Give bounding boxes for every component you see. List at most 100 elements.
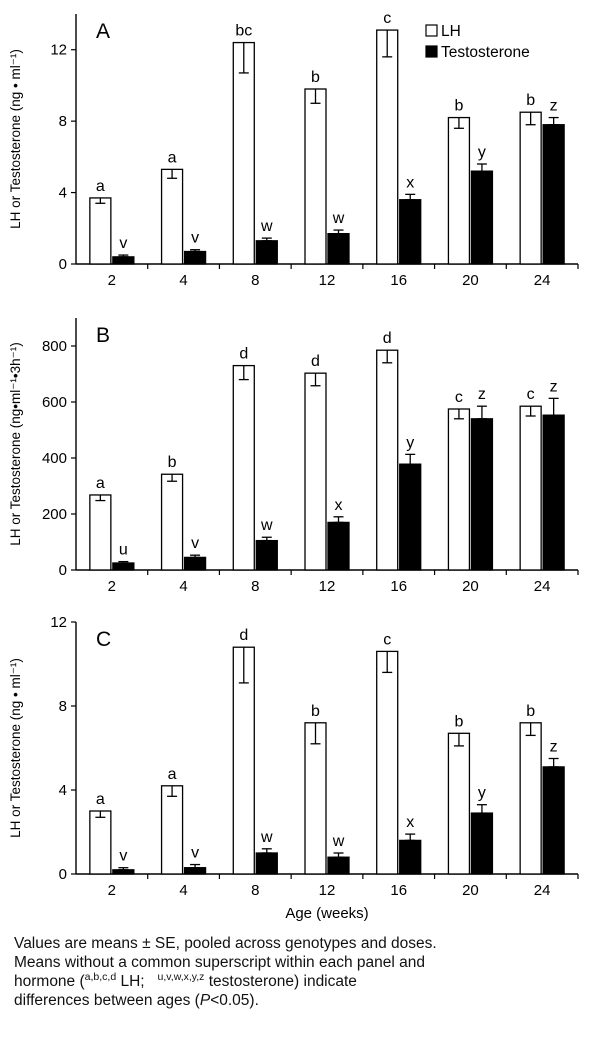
x-tick-label: 16 <box>390 578 407 595</box>
lh-bar <box>304 372 327 571</box>
lh-significance-letter: b <box>168 454 177 471</box>
y-tick-label: 0 <box>59 256 67 273</box>
caption-text: LH; <box>116 973 145 990</box>
x-tick-label: 16 <box>390 272 407 289</box>
panel-label: A <box>96 20 110 43</box>
caption-line-2: Means without a common superscript withi… <box>14 954 425 971</box>
x-tick-label: 4 <box>179 578 187 595</box>
x-axis-title: Age (weeks) <box>285 905 368 922</box>
testosterone-significance-letter: v <box>191 845 199 862</box>
x-tick-label: 12 <box>319 882 336 899</box>
lh-significance-letter: a <box>168 149 177 166</box>
lh-bar <box>232 41 255 265</box>
testosterone-significance-letter: v <box>119 848 127 865</box>
testosterone-bar <box>112 256 135 265</box>
lh-significance-letter: d <box>311 353 320 370</box>
testosterone-significance-letter: v <box>191 230 199 247</box>
testosterone-bar <box>542 766 565 875</box>
y-tick-label: 0 <box>59 562 67 579</box>
lh-significance-letter: a <box>96 178 105 195</box>
x-tick-label: 4 <box>179 272 187 289</box>
testosterone-bar <box>255 240 278 265</box>
lh-significance-letter: d <box>239 346 248 363</box>
y-tick-label: 400 <box>42 450 67 467</box>
x-tick-label: 8 <box>251 578 259 595</box>
caption-line-3: hormone (a,b,c,d LH; u,v,w,x,y,z testost… <box>14 972 576 991</box>
testosterone-significance-letter: w <box>260 218 273 235</box>
lh-bar <box>89 494 112 571</box>
lh-significance-letter: d <box>383 330 392 347</box>
y-axis-title: LH or Testosterone (ng • ml⁻¹) <box>8 658 23 838</box>
lh-bar <box>89 810 112 875</box>
testosterone-bar <box>399 839 422 875</box>
y-tick-label: 12 <box>50 614 67 631</box>
lh-significance-letter: b <box>454 713 463 730</box>
testosterone-bar <box>112 562 135 571</box>
x-tick-label: 12 <box>319 578 336 595</box>
testosterone-bar <box>327 856 350 875</box>
lh-significance-letter: a <box>168 766 177 783</box>
caption-text: <0.05). <box>210 992 259 1009</box>
lh-significance-letter: b <box>454 98 463 115</box>
testosterone-bar <box>327 232 350 265</box>
lh-significance-letter: a <box>96 791 105 808</box>
x-tick-label: 2 <box>108 272 116 289</box>
testosterone-bar <box>327 521 350 571</box>
x-tick-label: 20 <box>462 272 479 289</box>
lh-significance-letter: b <box>311 69 320 86</box>
y-tick-label: 600 <box>42 394 67 411</box>
figure: 0 4 8 12 LH or Testosterone (ng • ml⁻¹) A 2 4 8 1… <box>8 10 579 922</box>
caption-p-symbol: P <box>199 992 211 1009</box>
legend-swatch-testosterone <box>425 45 438 58</box>
y-tick-label: 4 <box>59 782 67 799</box>
x-tick-label: 2 <box>108 882 116 899</box>
lh-significance-letter: a <box>96 475 105 492</box>
x-tick-label: 4 <box>179 882 187 899</box>
x-tick-label: 8 <box>251 272 259 289</box>
legend-label: LH <box>441 23 461 40</box>
y-tick-label: 12 <box>50 42 67 59</box>
caption-text: differences between ages ( <box>14 992 200 1009</box>
y-tick-label: 800 <box>42 338 67 355</box>
caption-superscript-lh: a,b,c,d <box>84 970 117 983</box>
x-tick-label: 20 <box>462 578 479 595</box>
panel-label: B <box>96 324 110 347</box>
lh-bar <box>89 197 112 265</box>
testosterone-bar <box>183 867 207 875</box>
testosterone-significance-letter: v <box>119 235 127 252</box>
testosterone-significance-letter: w <box>260 517 273 534</box>
lh-bar <box>232 364 255 571</box>
lh-significance-letter: b <box>526 703 535 720</box>
lh-bar <box>160 785 184 875</box>
y-tick-label: 8 <box>59 698 67 715</box>
legend-swatch-lh <box>425 24 438 37</box>
legend-label: Testosterone <box>441 44 530 61</box>
testosterone-significance-letter: z <box>550 98 558 115</box>
testosterone-bar <box>183 250 207 265</box>
x-tick-label: 2 <box>108 578 116 595</box>
testosterone-significance-letter: y <box>478 144 486 161</box>
x-tick-label: 20 <box>462 882 479 899</box>
testosterone-significance-letter: w <box>332 210 345 227</box>
testosterone-significance-letter: w <box>260 829 273 846</box>
testosterone-bar <box>399 199 422 265</box>
lh-bar <box>447 116 471 265</box>
testosterone-bar <box>255 852 278 875</box>
lh-bar <box>519 405 542 571</box>
testosterone-significance-letter: x <box>406 814 414 831</box>
lh-bar <box>519 722 542 875</box>
y-axis-title: LH or Testosterone (ng • ml⁻¹) <box>8 49 23 229</box>
testosterone-significance-letter: w <box>332 833 345 850</box>
testosterone-significance-letter: x <box>335 497 343 514</box>
testosterone-bar <box>470 170 494 265</box>
testosterone-bar <box>399 463 422 571</box>
lh-bar <box>376 29 399 265</box>
y-axis-title: LH or Testosterone (ng•ml⁻¹•3h⁻¹) <box>8 342 23 546</box>
x-tick-label: 12 <box>319 272 336 289</box>
caption-line-1: Values are means ± SE, pooled across gen… <box>14 935 437 952</box>
caption-text: testosterone) indicate <box>204 973 357 990</box>
lh-bar <box>160 473 184 571</box>
lh-bar <box>304 722 327 875</box>
panel-label: C <box>96 628 111 651</box>
y-tick-label: 4 <box>59 185 67 202</box>
